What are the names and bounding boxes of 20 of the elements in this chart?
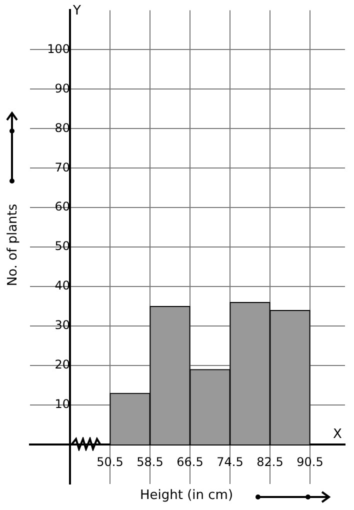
y-tick-label: 60 xyxy=(54,200,70,214)
y-tick-label: 50 xyxy=(54,239,70,254)
x-tick-label: 66.5 xyxy=(176,454,204,469)
annotation: X xyxy=(333,426,342,442)
x-tick-label: 74.5 xyxy=(216,454,244,469)
y-tick-label: 10 xyxy=(54,397,70,412)
y-tick-label: 40 xyxy=(54,278,70,293)
x-tick-label: 82.5 xyxy=(256,454,284,469)
x-tick-label: 90.5 xyxy=(296,454,324,469)
x-axis-title: Height (in cm) xyxy=(140,488,234,503)
y-tick-label: 80 xyxy=(54,120,70,135)
annotation: Y xyxy=(72,3,81,18)
y-tick-label: 30 xyxy=(54,318,70,332)
y-tick-label: 20 xyxy=(54,358,70,372)
x-tick-label: 58.5 xyxy=(136,454,164,469)
y-tick-label: 100 xyxy=(47,42,70,56)
y-tick-label: 70 xyxy=(54,160,70,174)
y-tick-label: 90 xyxy=(54,81,70,96)
y-axis-title: No. of plants xyxy=(6,204,20,286)
x-tick-label: 50.5 xyxy=(96,454,124,469)
